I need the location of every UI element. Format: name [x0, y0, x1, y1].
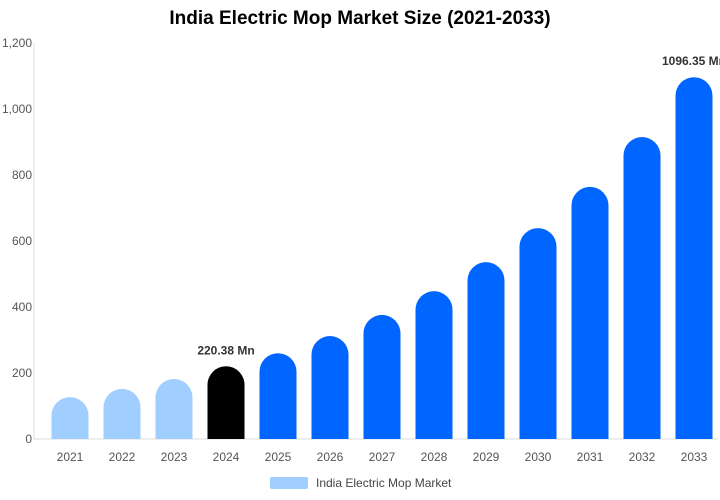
- data-label-2024: 220.38 Mn: [197, 343, 254, 357]
- x-tick-label: 2024: [213, 450, 240, 464]
- y-tick-label: 1,200: [2, 36, 32, 50]
- data-label-2033: 1096.35 Mn: [662, 54, 720, 68]
- chart-title: India Electric Mop Market Size (2021-203…: [169, 8, 551, 29]
- bar-2026: [311, 336, 349, 439]
- bar-2024: [207, 366, 245, 439]
- x-tick-label: 2027: [369, 450, 396, 464]
- bar-2030: [519, 228, 557, 439]
- y-tick-label: 200: [12, 366, 32, 380]
- x-tick-label: 2026: [317, 450, 344, 464]
- x-tick-label: 2022: [109, 450, 136, 464]
- x-tick-label: 2028: [421, 450, 448, 464]
- x-tick-label: 2023: [161, 450, 188, 464]
- bar-2032: [623, 137, 661, 439]
- y-tick-label: 800: [12, 168, 32, 182]
- bar-2028: [415, 291, 453, 439]
- x-tick-label: 2029: [473, 450, 500, 464]
- legend-label: India Electric Mop Market: [316, 476, 452, 490]
- bar-2027: [363, 314, 401, 439]
- bar-2021: [51, 397, 89, 439]
- bar-2022: [103, 388, 141, 439]
- bar-2025: [259, 353, 297, 439]
- x-tick-label: 2030: [525, 450, 552, 464]
- y-tick-label: 400: [12, 300, 32, 314]
- bar-2033: [675, 77, 713, 440]
- y-tick-label: 1,000: [2, 102, 32, 116]
- legend-swatch: [270, 477, 308, 489]
- x-tick-label: 2025: [265, 450, 292, 464]
- legend[interactable]: India Electric Mop Market: [270, 476, 451, 490]
- y-tick-label: 600: [12, 234, 32, 248]
- x-tick-label: 2033: [681, 450, 708, 464]
- x-tick-label: 2031: [577, 450, 604, 464]
- x-tick-label: 2032: [629, 450, 656, 464]
- bar-2031: [571, 186, 609, 439]
- bar-2029: [467, 262, 505, 439]
- y-tick-label: 0: [25, 432, 32, 446]
- x-tick-label: 2021: [57, 450, 84, 464]
- bar-2023: [155, 378, 193, 439]
